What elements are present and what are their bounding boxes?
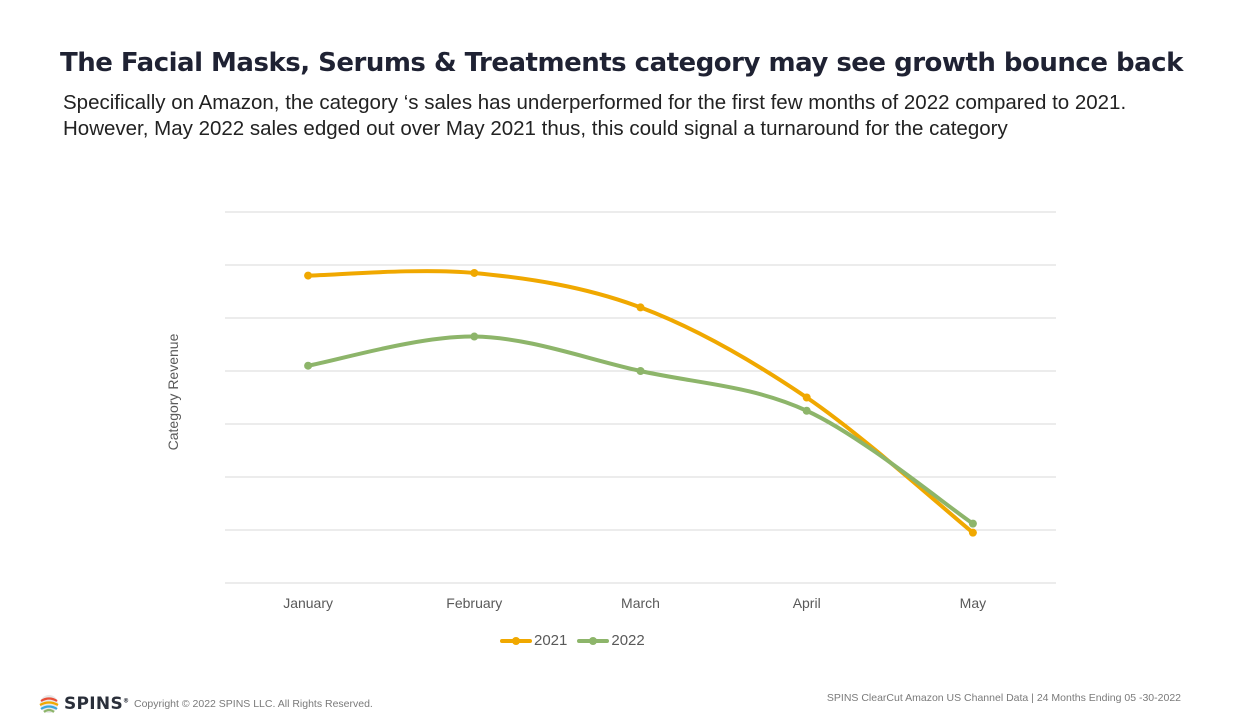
legend-item-2021[interactable]: 2021 — [500, 632, 567, 649]
y-axis-label: Category Revenue — [165, 333, 181, 450]
x-axis-ticks: January February March April May — [283, 595, 986, 611]
x-tick-label: March — [621, 595, 660, 611]
chart-series — [304, 268, 977, 537]
spins-logo: SPINS® — [38, 694, 129, 714]
spins-globe-icon — [39, 695, 59, 713]
gridlines — [225, 211, 1056, 584]
data-point-2022-april[interactable] — [802, 406, 811, 415]
x-tick-label: May — [960, 595, 986, 611]
logo-wordmark: SPINS® — [64, 694, 130, 714]
legend-item-2022[interactable]: 2022 — [577, 632, 645, 649]
slide-title: The Facial Masks, Serums & Treatments ca… — [60, 48, 1183, 78]
legend-swatch-2021 — [500, 636, 532, 645]
data-point-2021-may[interactable] — [968, 528, 977, 537]
data-point-2022-march[interactable] — [636, 367, 645, 375]
data-point-2022-may[interactable] — [968, 519, 977, 528]
x-tick-label: January — [283, 595, 333, 611]
legend-label-2022: 2022 — [611, 632, 645, 649]
trademark-mark: ® — [123, 697, 130, 705]
legend-label-2021: 2021 — [534, 632, 568, 649]
slide-subtitle: Specifically on Amazon, the category ‘s … — [63, 90, 1223, 142]
data-point-2021-february[interactable] — [470, 268, 479, 277]
data-point-2021-march[interactable] — [636, 303, 645, 312]
subtitle-line-1: Specifically on Amazon, the category ‘s … — [63, 91, 1127, 114]
data-point-2021-april[interactable] — [802, 393, 811, 402]
series-line-2022 — [306, 334, 975, 526]
legend-swatch-2022 — [577, 636, 610, 645]
data-point-2022-january[interactable] — [304, 361, 313, 370]
subtitle-line-2: However, May 2022 sales edged out over M… — [63, 117, 1008, 140]
data-source-note: SPINS ClearCut Amazon US Channel Data | … — [826, 692, 1181, 704]
data-point-2022-february[interactable] — [470, 332, 479, 341]
data-point-2021-january[interactable] — [304, 271, 313, 280]
x-tick-label: April — [793, 595, 821, 611]
x-tick-label: February — [446, 595, 502, 611]
copyright-text: Copyright © 2022 SPINS LLC. All Rights R… — [134, 698, 373, 710]
chart-legend: 2021 2022 — [500, 632, 655, 649]
